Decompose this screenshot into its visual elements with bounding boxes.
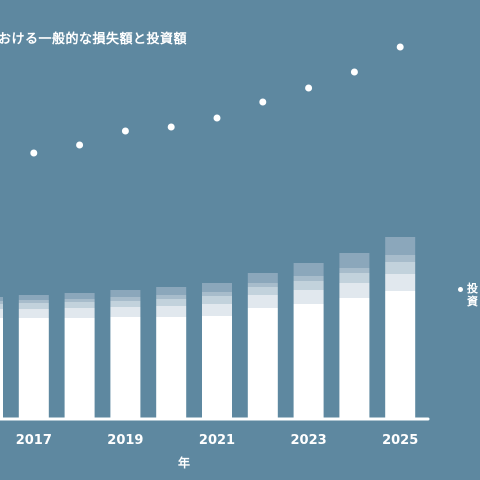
x-tick-label-2023: 2023 — [291, 433, 327, 448]
x-axis-title: 年 — [177, 456, 190, 470]
chart-title: おける一般的な損失額と投資額 — [0, 32, 188, 47]
bar-segment-2025-0 — [385, 291, 416, 418]
bar-segment-2025-2 — [385, 262, 416, 274]
bar-segment-2017-4 — [18, 295, 49, 300]
bar-segment-2019-4 — [110, 290, 141, 297]
x-tick-label-2017: 2017 — [16, 433, 52, 448]
bar-segment-2021-2 — [202, 296, 232, 304]
bar-segment-2019-1 — [110, 307, 141, 317]
bar-segment-2022-1 — [247, 295, 278, 308]
bar-segment-2016-4 — [0, 297, 3, 301]
bar-segment-2022-3 — [247, 283, 278, 287]
bar-segment-2024-3 — [339, 268, 370, 273]
data-point-2023 — [305, 84, 313, 92]
legend-item-investment: 投資 — [458, 282, 480, 312]
data-point-2020 — [167, 123, 175, 131]
data-point-2019 — [121, 127, 129, 135]
bar-segment-2022-2 — [247, 287, 278, 295]
bar-segment-2018-4 — [64, 293, 95, 299]
bar-segment-2025-3 — [385, 255, 416, 262]
bar-segment-2025-1 — [385, 274, 416, 291]
bar-segment-2021-0 — [202, 316, 232, 418]
bar-segment-2020-1 — [156, 306, 187, 317]
data-point-2017 — [30, 149, 38, 157]
bar-segment-2021-4 — [202, 283, 232, 292]
bar-segment-2020-2 — [156, 299, 187, 306]
bar-segment-2019-0 — [110, 317, 141, 418]
bar-segment-2023-2 — [293, 281, 324, 290]
bar-segment-2022-0 — [247, 308, 278, 418]
bar-segment-2018-0 — [64, 318, 95, 418]
data-point-2022 — [259, 98, 267, 106]
bar-segment-2024-1 — [339, 283, 370, 298]
data-point-2018 — [76, 141, 84, 149]
x-tick-label-2025: 2025 — [382, 433, 418, 448]
bar-segment-2025-4 — [385, 237, 416, 255]
x-tick-label-2019: 2019 — [107, 433, 143, 448]
bar-segment-2022-4 — [247, 273, 278, 283]
bar-segment-2023-1 — [293, 290, 324, 304]
bar-segment-2020-0 — [156, 317, 187, 418]
bar-segment-2017-3 — [18, 300, 49, 303]
data-point-2024 — [350, 68, 358, 76]
bar-segment-2019-2 — [110, 301, 141, 307]
x-tick-label-2021: 2021 — [199, 433, 235, 448]
bar-segment-2021-3 — [202, 292, 232, 296]
bar-segment-2023-0 — [293, 304, 324, 418]
bar-segment-2016-2 — [0, 304, 3, 309]
bar-segment-2020-4 — [156, 287, 187, 295]
bar-segment-2016-3 — [0, 301, 3, 304]
legend-label: 投資 — [467, 282, 478, 308]
bar-segment-2018-3 — [64, 299, 95, 302]
legend-dot-icon — [458, 287, 463, 292]
data-point-2025 — [396, 43, 404, 51]
bar-segment-2019-3 — [110, 297, 141, 301]
bar-segment-2023-3 — [293, 276, 324, 281]
bar-segment-2016-1 — [0, 309, 3, 318]
bar-segment-2017-1 — [18, 309, 49, 318]
bar-segment-2023-4 — [293, 263, 324, 276]
bar-segment-2018-2 — [64, 302, 95, 308]
bar-segment-2021-1 — [202, 304, 232, 316]
bar-segment-2024-2 — [339, 273, 370, 283]
bar-segment-2024-4 — [339, 253, 370, 268]
bar-segment-2018-1 — [64, 308, 95, 318]
bar-segment-2016-0 — [0, 318, 3, 418]
bar-segment-2017-2 — [18, 303, 49, 309]
bar-segment-2024-0 — [339, 298, 370, 418]
bar-segment-2020-3 — [156, 295, 187, 299]
bar-segment-2017-0 — [18, 318, 49, 418]
data-point-2021 — [213, 114, 221, 122]
